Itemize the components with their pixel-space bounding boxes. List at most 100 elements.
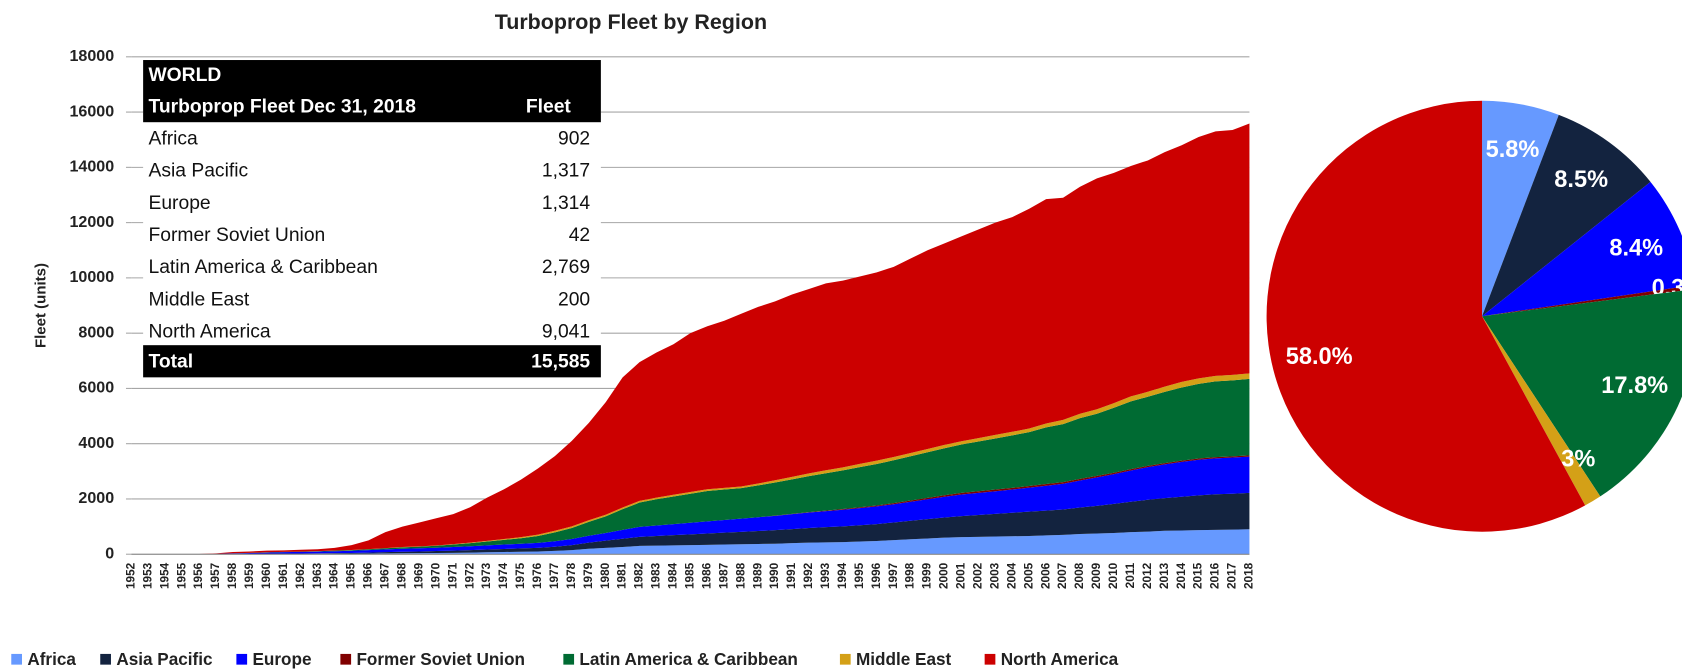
x-tick-label: 1988 (734, 562, 747, 589)
pie-slice (1482, 181, 1682, 317)
table-total: Total (148, 351, 193, 372)
legend-swatch (100, 653, 111, 665)
pie-slice (1482, 114, 1651, 317)
table-cell: 200 (558, 289, 590, 310)
table-total: 15,585 (531, 351, 590, 372)
x-tick-label: 2009 (1090, 562, 1103, 589)
x-tick-label: 2000 (938, 562, 951, 589)
table-cell: 1,314 (542, 193, 591, 214)
y-tick-label: 18000 (69, 47, 114, 65)
legend-label: Latin America & Caribbean (579, 649, 797, 669)
x-tick-label: 1967 (379, 562, 392, 589)
pie-label: 8.5% (1554, 166, 1608, 192)
y-tick-label: 12000 (69, 213, 114, 231)
table-cell: Asia Pacific (148, 161, 248, 182)
x-tick-label: 1962 (294, 562, 307, 589)
x-tick-label: 1991 (785, 562, 798, 589)
legend-swatch (984, 653, 996, 665)
pie-slice (1482, 290, 1682, 497)
legend-label: Africa (27, 649, 76, 669)
x-tick-label: 1978 (565, 562, 578, 589)
x-tick-label: 1994 (836, 562, 849, 589)
table-title: WORLD (148, 65, 221, 86)
pie-slice (1482, 316, 1601, 506)
x-tick-label: 1956 (192, 562, 205, 589)
table-cell: 42 (569, 225, 590, 246)
pie-label: 8.4% (1609, 235, 1663, 261)
x-tick-label: 2013 (1158, 562, 1171, 589)
x-tick-label: 1982 (633, 562, 646, 589)
x-tick-label: 1966 (362, 562, 375, 589)
x-tick-label: 2018 (1243, 562, 1256, 589)
x-tick-label: 1953 (141, 562, 154, 589)
x-tick-label: 2012 (1141, 562, 1154, 589)
table-cell: Europe (148, 193, 210, 214)
x-tick-label: 1995 (853, 562, 866, 589)
chart-title: Turboprop Fleet by Region (495, 10, 767, 34)
table-total-bg (143, 345, 601, 378)
table-cell: Africa (148, 128, 198, 149)
pie-slice (1266, 100, 1586, 532)
table-header: Turboprop Fleet Dec 31, 2018 (148, 96, 416, 117)
x-tick-label: 1968 (395, 562, 408, 589)
x-tick-label: 2011 (1124, 562, 1137, 588)
x-tick-label: 2005 (1022, 562, 1035, 589)
pie-label: 5.8% (1486, 136, 1540, 162)
x-tick-label: 1955 (175, 562, 188, 589)
table-cell: Former Soviet Union (148, 225, 325, 246)
area (131, 378, 1250, 555)
area (131, 456, 1250, 555)
legend-swatch (563, 653, 575, 665)
legend-label: Europe (252, 649, 311, 669)
x-tick-label: 1959 (243, 562, 256, 589)
x-tick-label: 1986 (700, 562, 713, 589)
x-tick-label: 2002 (971, 562, 984, 589)
y-tick-label: 8000 (78, 323, 114, 341)
x-tick-label: 1965 (345, 562, 358, 589)
x-tick-label: 2017 (1226, 562, 1239, 589)
y-tick-label: 2000 (78, 489, 114, 507)
x-tick-label: 2007 (1056, 562, 1069, 589)
y-tick-label: 16000 (69, 102, 114, 120)
x-tick-label: 1993 (819, 562, 832, 589)
x-tick-label: 1999 (921, 562, 934, 589)
y-tick-label: 10000 (69, 268, 114, 286)
x-tick-label: 2010 (1107, 562, 1120, 589)
y-axis-label: Fleet (units) (32, 263, 49, 348)
x-tick-label: 1971 (446, 562, 459, 589)
x-tick-label: 1992 (802, 562, 815, 589)
legend-swatch (839, 653, 851, 665)
x-tick-label: 1987 (717, 562, 730, 589)
y-tick-label: 14000 (69, 158, 114, 176)
legend-label: North America (1001, 649, 1119, 669)
legend-swatch (340, 653, 352, 665)
x-tick-label: 2006 (1039, 562, 1052, 589)
x-tick-label: 1957 (209, 562, 222, 589)
area (131, 492, 1250, 555)
x-tick-label: 1976 (531, 562, 544, 589)
legend-swatch (236, 653, 248, 665)
table-cell: 9,041 (542, 321, 590, 342)
x-tick-label: 1989 (751, 562, 764, 589)
x-tick-label: 1984 (667, 562, 680, 589)
x-tick-label: 2004 (1005, 562, 1018, 589)
x-tick-label: 1998 (904, 562, 917, 589)
x-tick-label: 2008 (1073, 562, 1086, 589)
area (131, 123, 1250, 555)
x-tick-label: 2003 (988, 562, 1001, 589)
x-tick-label: 1972 (463, 562, 476, 589)
legend-label: Middle East (856, 649, 952, 669)
x-tick-label: 2014 (1175, 562, 1188, 589)
table-cell: 1,317 (542, 161, 590, 182)
table-header-bg (143, 60, 601, 123)
pie-slice (1482, 100, 1559, 317)
x-tick-label: 1996 (870, 562, 883, 589)
y-tick-label: 4000 (78, 434, 114, 452)
table-cell: Latin America & Caribbean (148, 257, 377, 278)
x-tick-label: 1963 (311, 562, 324, 589)
x-tick-label: 1980 (599, 562, 612, 589)
x-tick-label: 1961 (277, 562, 290, 589)
legend-label: Asia Pacific (116, 649, 213, 669)
